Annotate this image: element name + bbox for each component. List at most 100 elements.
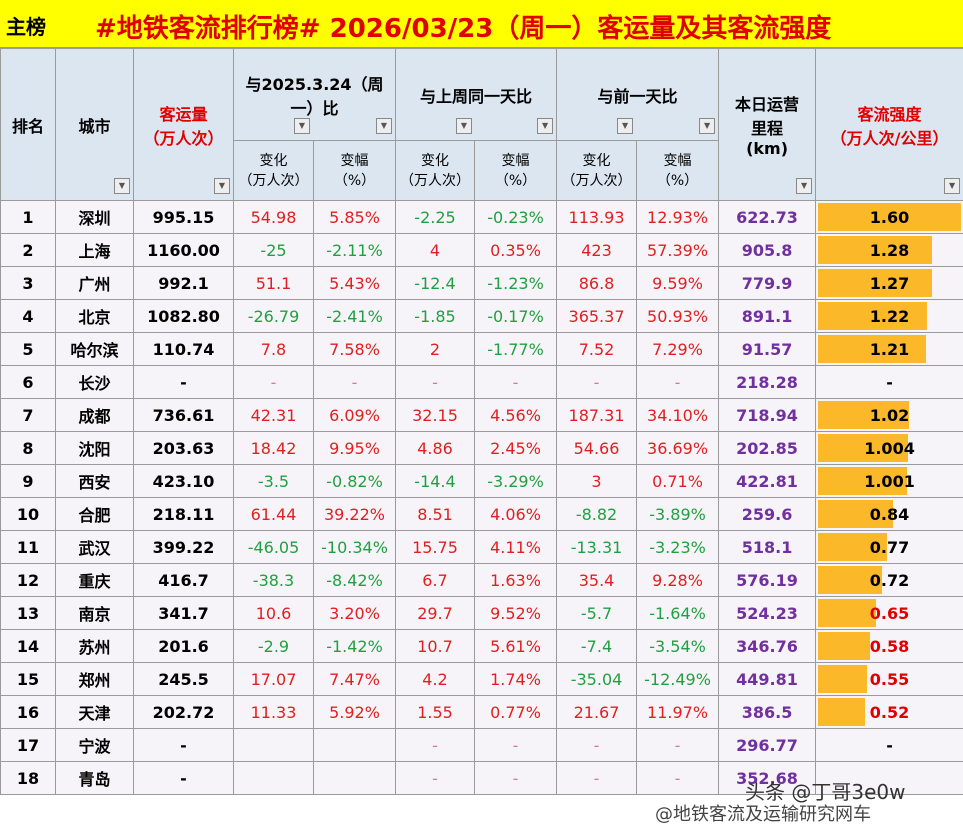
watermark: @地铁客流及运输研究网车 <box>655 804 871 825</box>
cell: 11.97% <box>636 695 720 729</box>
cell: 0.77% <box>473 695 558 729</box>
header-group-text: 与2025.3.24（周 一）比 <box>245 74 384 118</box>
cell: 16 <box>0 695 56 729</box>
table-row: 11 武汉 399.22 -46.05 -10.34% 15.75 4.11% -13.31-… <box>0 530 963 564</box>
intensity-bar <box>818 599 877 627</box>
cell: 7 <box>0 398 56 432</box>
cell: - <box>815 728 963 762</box>
header-city: 城市 ▼ <box>55 48 134 201</box>
cell: 245.5 <box>133 662 234 696</box>
cell: 86.8 <box>556 266 638 300</box>
cell: 201.6 <box>133 629 234 663</box>
cell: 9.95% <box>313 431 396 465</box>
cell <box>233 728 314 762</box>
cell: 14 <box>0 629 56 663</box>
cell: - <box>815 365 963 399</box>
dropdown[interactable]: ▼ <box>376 118 392 134</box>
cell: 524.23 <box>718 596 817 630</box>
cell: 15.75 <box>395 530 475 564</box>
cell: -5.7 <box>556 596 638 630</box>
cell-text: 1.21 <box>869 339 910 359</box>
cell: -2.25 <box>395 200 475 234</box>
cell: 202.72 <box>133 695 234 729</box>
cell: 399.22 <box>133 530 234 564</box>
dropdown[interactable]: ▼ <box>456 118 472 134</box>
cell: 15 <box>0 662 56 696</box>
cell: 992.1 <box>133 266 234 300</box>
tag: 主榜 <box>6 15 46 39</box>
header-group-text: 与前一天比 <box>597 86 678 106</box>
cell: -46.05 <box>233 530 314 564</box>
cell: 2 <box>0 233 56 267</box>
cell: 9.28% <box>636 563 720 597</box>
cell: 518.1 <box>718 530 817 564</box>
cell: 成都 <box>55 398 134 432</box>
cell-text: 0.55 <box>869 669 910 689</box>
cell-text: 0.84 <box>869 504 910 524</box>
cell: 8.51 <box>395 497 475 531</box>
cell: 0.84 <box>815 497 963 531</box>
cell: 21.67 <box>556 695 638 729</box>
cell: -1.23% <box>473 266 558 300</box>
cell: 423 <box>556 233 638 267</box>
cell: 0.52 <box>815 695 963 729</box>
dropdown[interactable]: ▼ <box>114 178 130 194</box>
dropdown[interactable]: ▼ <box>294 118 310 134</box>
cell: 416.7 <box>133 563 234 597</box>
cell: 91.57 <box>718 332 817 366</box>
intensity-bar <box>818 401 910 429</box>
header-group: 与2025.3.24（周 一）比 ▼ ▼ <box>233 48 396 141</box>
dropdown[interactable]: ▼ <box>796 178 813 194</box>
cell: 7.29% <box>636 332 720 366</box>
cell: 1.22 <box>815 299 963 333</box>
cell: 218.28 <box>718 365 817 399</box>
cell: 51.1 <box>233 266 314 300</box>
cell: 61.44 <box>233 497 314 531</box>
cell <box>313 761 396 795</box>
dropdown[interactable]: ▼ <box>617 118 634 134</box>
cell: - <box>556 365 638 399</box>
cell: - <box>556 761 638 795</box>
cell: - <box>636 728 720 762</box>
dropdown[interactable]: ▼ <box>537 118 554 134</box>
header-rank: 排名 <box>0 48 56 201</box>
cell-text: 1.60 <box>869 207 910 227</box>
cell: 11.33 <box>233 695 314 729</box>
sub-header: 变化 （万人次） <box>556 140 638 201</box>
cell: 218.11 <box>133 497 234 531</box>
cell: 35.4 <box>556 563 638 597</box>
cell: 1.74% <box>473 662 558 696</box>
dropdown[interactable]: ▼ <box>214 178 230 194</box>
header-intensity: 客流强度 （万人次/公里） ▼ <box>815 48 963 201</box>
cell: 1.28 <box>815 233 963 267</box>
cell: 779.9 <box>718 266 817 300</box>
dropdown[interactable]: ▼ <box>944 178 961 194</box>
cell: -2.41% <box>313 299 396 333</box>
cell-text: - <box>886 372 893 392</box>
intensity-bar <box>818 665 868 693</box>
dropdown[interactable]: ▼ <box>699 118 716 134</box>
cell: 沈阳 <box>55 431 134 465</box>
cell: 4.56% <box>473 398 558 432</box>
cell: 5.43% <box>313 266 396 300</box>
cell: 341.7 <box>133 596 234 630</box>
intensity-bar <box>818 236 933 264</box>
cell-text: 0.65 <box>869 603 910 623</box>
cell: 4.86 <box>395 431 475 465</box>
cell: 1.55 <box>395 695 475 729</box>
cell: 5 <box>0 332 56 366</box>
header-mileage-text: 本日运营 里程 (km) <box>735 95 800 158</box>
cell: 1160.00 <box>133 233 234 267</box>
cell: 54.98 <box>233 200 314 234</box>
cell: 9 <box>0 464 56 498</box>
table-body: 1 深圳 995.15 54.98 5.85% -2.25 -0.23% 113.93 12.9… <box>0 200 963 795</box>
cell: -3.89% <box>636 497 720 531</box>
cell-text: 0.77 <box>869 537 910 557</box>
table-row: 12 重庆 416.7 -38.3 -8.42% 6.7 1.63% 35.4 9.28% 576… <box>0 563 963 597</box>
cell-text: 1.004 <box>864 438 915 458</box>
sub-header: 变幅 （%） <box>313 140 396 201</box>
table-row: 7 成都 736.61 42.31 6.09% 32.15 4.56% 187.31 34.10… <box>0 398 963 432</box>
intensity-bar <box>818 500 894 528</box>
table-row: 15 郑州 245.5 17.07 7.47% 4.2 1.74% -35.04 -12.49%… <box>0 662 963 696</box>
cell: 6 <box>0 365 56 399</box>
